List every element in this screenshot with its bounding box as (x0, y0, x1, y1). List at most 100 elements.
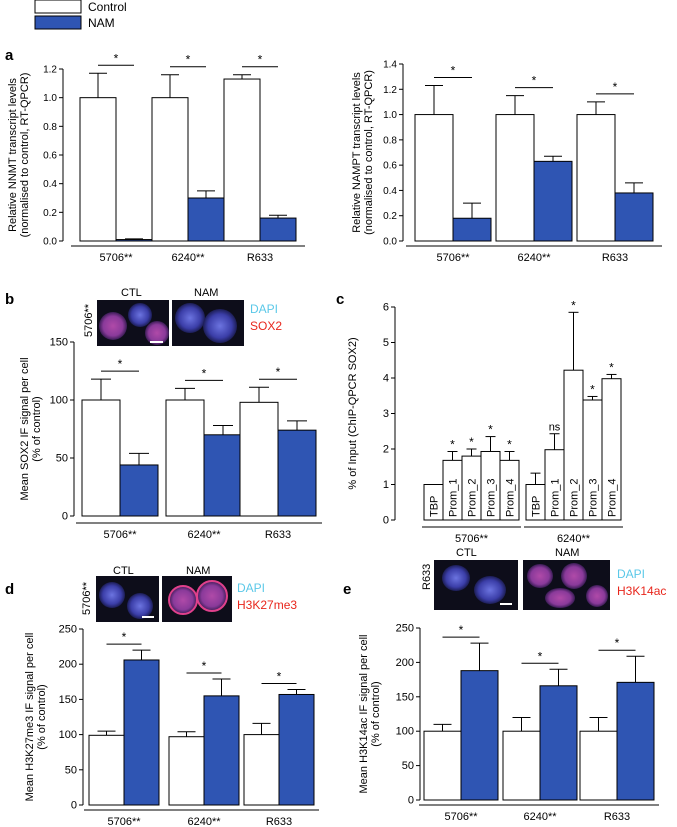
bar-control (88, 734, 125, 806)
group-label: R633 (602, 252, 628, 264)
chart-h3k27me3: 0 50 100 150 200 250 Mean H3K27me3 IF signal p… (24, 624, 319, 827)
y-axis-label: (% of control) (36, 684, 48, 749)
group-label: 5706** (455, 533, 489, 545)
y-tick-label: 6 (383, 302, 389, 314)
significance-mark: * (590, 382, 595, 396)
micrograph-e: R633 CTL NAM DAPI H3K14ac (421, 547, 666, 610)
significance-mark: * (202, 659, 207, 673)
bar-control (495, 114, 535, 242)
micrograph-d-nam-label: NAM (186, 565, 210, 577)
group-label: 5706** (107, 816, 141, 827)
micrograph-b: 5706** CTL NAM DAPI SOX2 (83, 287, 282, 346)
y-tick-label: 0 (71, 800, 77, 812)
group-label: 6240** (557, 533, 591, 545)
bar-control (423, 730, 462, 801)
bar-control (239, 401, 279, 517)
bar-label: Prom_1 (448, 478, 460, 517)
bar-control (576, 114, 616, 242)
chart-nnmt: 0.0 0.2 0.4 0.6 0.8 1.0 1.2 Relative NNMT trans… (7, 51, 305, 264)
group-label: 5706** (444, 811, 478, 823)
y-tick-label: 100 (59, 729, 77, 741)
group-label: 6240** (523, 811, 557, 823)
significance-mark: * (202, 366, 207, 380)
group-label: R633 (604, 811, 630, 823)
y-tick-label: 50 (402, 760, 414, 772)
significance-mark: * (532, 74, 537, 88)
y-tick-label: 1.2 (43, 65, 57, 76)
y-tick-label: 0.0 (43, 237, 57, 248)
micrograph-d-sample: 5706** (81, 581, 93, 615)
legend: Control NAM (34, 0, 127, 30)
y-tick-label: 0.6 (383, 161, 397, 172)
significance-mark: * (114, 51, 119, 65)
bar-control (81, 399, 121, 517)
micrograph-b-stain-sox2: SOX2 (250, 319, 282, 333)
y-tick-label: 0 (408, 795, 414, 807)
nucleus (145, 321, 169, 345)
legend-label-control: Control (88, 0, 127, 14)
bar-nam (460, 670, 499, 801)
bar-nam (452, 217, 492, 242)
group-label: 6240** (171, 252, 205, 264)
y-tick-label: 0.8 (383, 135, 397, 146)
nucleus (586, 585, 608, 607)
micrograph-d-stain-h3k27me3: H3K27me3 (237, 598, 297, 612)
y-tick-label: 100 (396, 726, 414, 738)
significance-mark: * (507, 437, 512, 451)
bar-control (151, 97, 189, 242)
y-tick-label: 0 (383, 515, 389, 527)
significance-mark: * (451, 63, 456, 77)
y-tick-label: 0 (62, 511, 68, 523)
chart-sox2: 0 50 100 150 Mean SOX2 IF signal per cell (% … (19, 337, 322, 541)
y-tick-label: 4 (383, 373, 389, 385)
y-tick-label: 3 (383, 408, 389, 420)
bar-label: Prom_2 (467, 478, 479, 517)
y-axis-label: Relative NNMT transcript levels (7, 78, 19, 232)
significance-mark: * (186, 53, 191, 67)
y-tick-label: 0.2 (43, 208, 57, 219)
bar-nam (203, 695, 240, 806)
nucleus (127, 593, 153, 619)
bar-control (243, 734, 280, 806)
legend-label-nam: NAM (88, 16, 115, 30)
y-tick-label: 100 (50, 395, 68, 407)
panel-letter-a: a (5, 47, 14, 64)
y-tick-label: 50 (65, 764, 77, 776)
significance-mark: * (615, 636, 620, 650)
y-tick-label: 1.4 (383, 60, 397, 71)
bar-label: Prom_2 (569, 478, 581, 517)
bar-label: TBP (429, 496, 441, 517)
bar-nam (123, 659, 160, 806)
group-label: 6240** (187, 816, 221, 827)
y-axis-label: (normalised to control, RT-QPCR) (363, 70, 375, 235)
bar-nam (187, 197, 225, 242)
chart-h3k14ac: 0 50 100 150 200 250 Mean H3K14ac IF signal pe… (358, 623, 659, 823)
panel-letter-e: e (343, 581, 351, 598)
y-tick-label: 0.8 (43, 122, 57, 133)
micrograph-e-stain-h3k14ac: H3K14ac (617, 584, 666, 598)
group-label: R633 (265, 529, 291, 541)
group-label: 6240** (187, 529, 221, 541)
significance-mark: * (450, 437, 455, 451)
panel-letter-c: c (336, 291, 344, 308)
significance-mark: * (488, 423, 493, 437)
micrograph-b-ctl-label: CTL (121, 287, 142, 299)
nucleus (128, 303, 152, 327)
bar-control (414, 114, 454, 242)
group-label: 5706** (99, 252, 133, 264)
nucleus (99, 582, 125, 608)
nucleus (203, 309, 237, 343)
nucleus (175, 303, 205, 333)
bar-label: TBP (531, 496, 543, 517)
significance-mark: * (118, 357, 123, 371)
y-tick-label: 0.6 (43, 151, 57, 162)
y-tick-label: 2 (383, 444, 389, 456)
significance-mark: * (276, 365, 281, 379)
y-tick-label: 0.4 (383, 186, 397, 197)
y-tick-label: 1.0 (383, 110, 397, 121)
y-tick-label: 1 (383, 479, 389, 491)
panel-letter-d: d (5, 581, 14, 598)
y-tick-label: 200 (59, 659, 77, 671)
bar-nam (533, 160, 573, 242)
significance-mark: * (122, 630, 127, 644)
